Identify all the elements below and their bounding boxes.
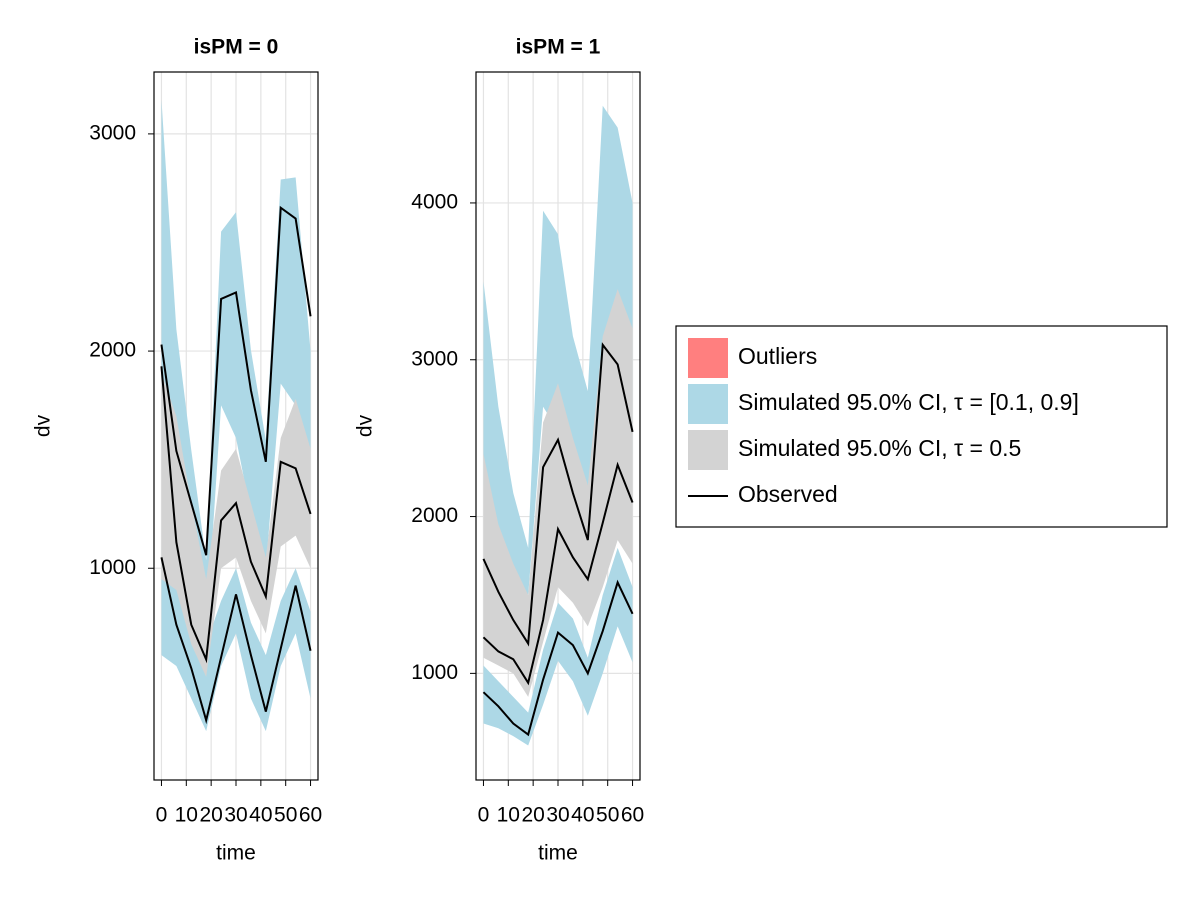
y-tick-label: 2000 [89,339,136,362]
x-tick-label: 50 [274,804,297,827]
x-tick-label: 30 [224,804,247,827]
legend-swatch [688,338,728,378]
legend-label: Simulated 95.0% CI, τ = 0.5 [738,435,1021,461]
ci-band [161,99,311,634]
x-tick-label: 60 [299,804,322,827]
legend-label: Observed [738,481,838,507]
y-axis-label: dv [354,414,377,437]
panel: isPM = 0 0 10 20 30 40 50 60 1000 2000 3000 time dv [32,36,323,865]
y-tick-label: 1000 [89,556,136,579]
x-tick-label: 50 [596,804,619,827]
x-tick-label: 10 [175,804,198,827]
ci-band [161,372,311,677]
legend-swatch [688,384,728,424]
observed-line [160,366,312,664]
observed-line [482,342,634,647]
y-axis-label: dv [32,414,55,437]
observed-line [160,557,312,725]
x-tick-label: 20 [199,804,222,827]
x-tick-label: 40 [249,804,272,827]
legend-swatch [688,430,728,470]
y-tick-label: 3000 [411,347,458,370]
x-tick-label: 40 [571,804,594,827]
x-tick-label: 60 [621,804,644,827]
ci-band [483,105,633,595]
observed-line [482,579,634,737]
plot-frame [153,71,319,781]
observed-line [482,461,634,686]
x-tick-label: 0 [478,804,490,827]
x-tick-label: 30 [546,804,569,827]
legend-label: Simulated 95.0% CI, τ = [0.1, 0.9] [738,389,1079,415]
x-tick-label: 10 [497,804,520,827]
plot-frame [475,71,641,781]
y-tick-label: 2000 [411,504,458,527]
panel: isPM = 1 0 10 20 30 40 50 60 1000 2000 3000 4000 tim… [354,36,645,865]
panel-title: isPM = 0 [194,36,279,59]
observed-line [160,205,312,556]
x-tick-label: 0 [156,804,168,827]
legend-frame [675,325,1168,528]
panel-title: isPM = 1 [516,36,601,59]
legend: Outliers Simulated 95.0% CI, τ = [0.1, 0.… [675,325,1168,528]
ci-band [483,289,633,697]
x-axis-label: time [538,842,578,865]
legend-label: Outliers [738,343,817,369]
y-tick-label: 3000 [89,121,136,144]
ci-band [161,546,311,732]
x-axis-label: time [216,842,256,865]
x-tick-label: 20 [521,804,544,827]
y-tick-label: 4000 [411,190,458,213]
ci-band [483,547,633,746]
y-tick-label: 1000 [411,661,458,684]
